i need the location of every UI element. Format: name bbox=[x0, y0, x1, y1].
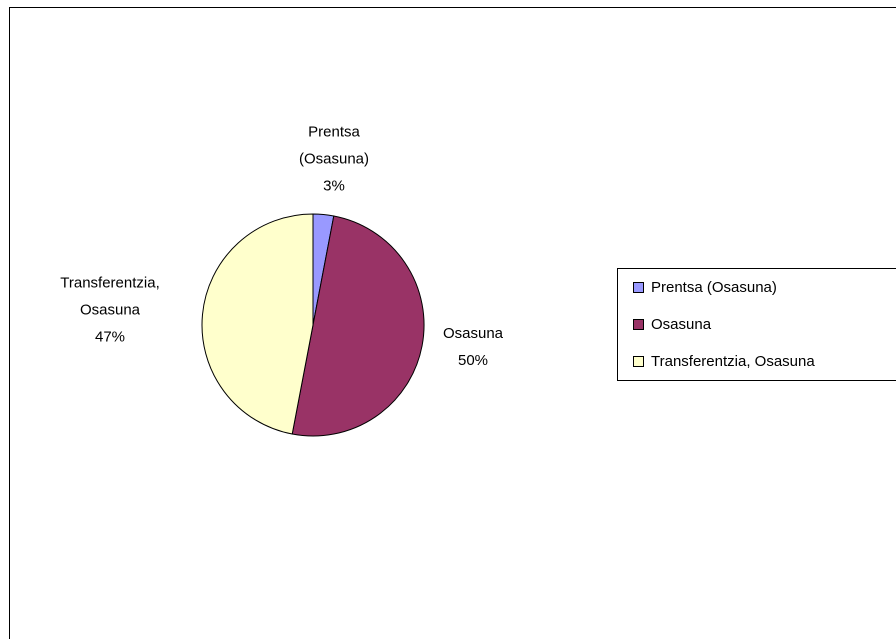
data-label-name: Osasuna bbox=[442, 325, 504, 342]
legend-box bbox=[617, 268, 896, 381]
data-label: Transferentzia, Osasuna 47% bbox=[35, 270, 185, 351]
pie-slice bbox=[291, 215, 425, 437]
data-label-name: Transferentzia, Osasuna bbox=[60, 274, 160, 319]
legend-label: Transferentzia, Osasuna bbox=[651, 353, 815, 370]
data-label-value: 50% bbox=[457, 352, 489, 369]
pie-slice bbox=[201, 213, 314, 435]
data-label-value: 47% bbox=[94, 328, 126, 346]
legend-swatch bbox=[633, 282, 644, 293]
data-label: Prentsa (Osasuna) 3% bbox=[279, 119, 389, 200]
data-label: Osasuna 50% bbox=[418, 320, 528, 374]
legend-swatch bbox=[633, 356, 644, 367]
legend-swatch bbox=[633, 319, 644, 330]
data-label-name: Prentsa (Osasuna) bbox=[298, 123, 370, 168]
legend-label: Osasuna bbox=[651, 316, 712, 333]
legend-label: Prentsa (Osasuna) bbox=[651, 279, 777, 296]
data-label-value: 3% bbox=[323, 177, 345, 195]
